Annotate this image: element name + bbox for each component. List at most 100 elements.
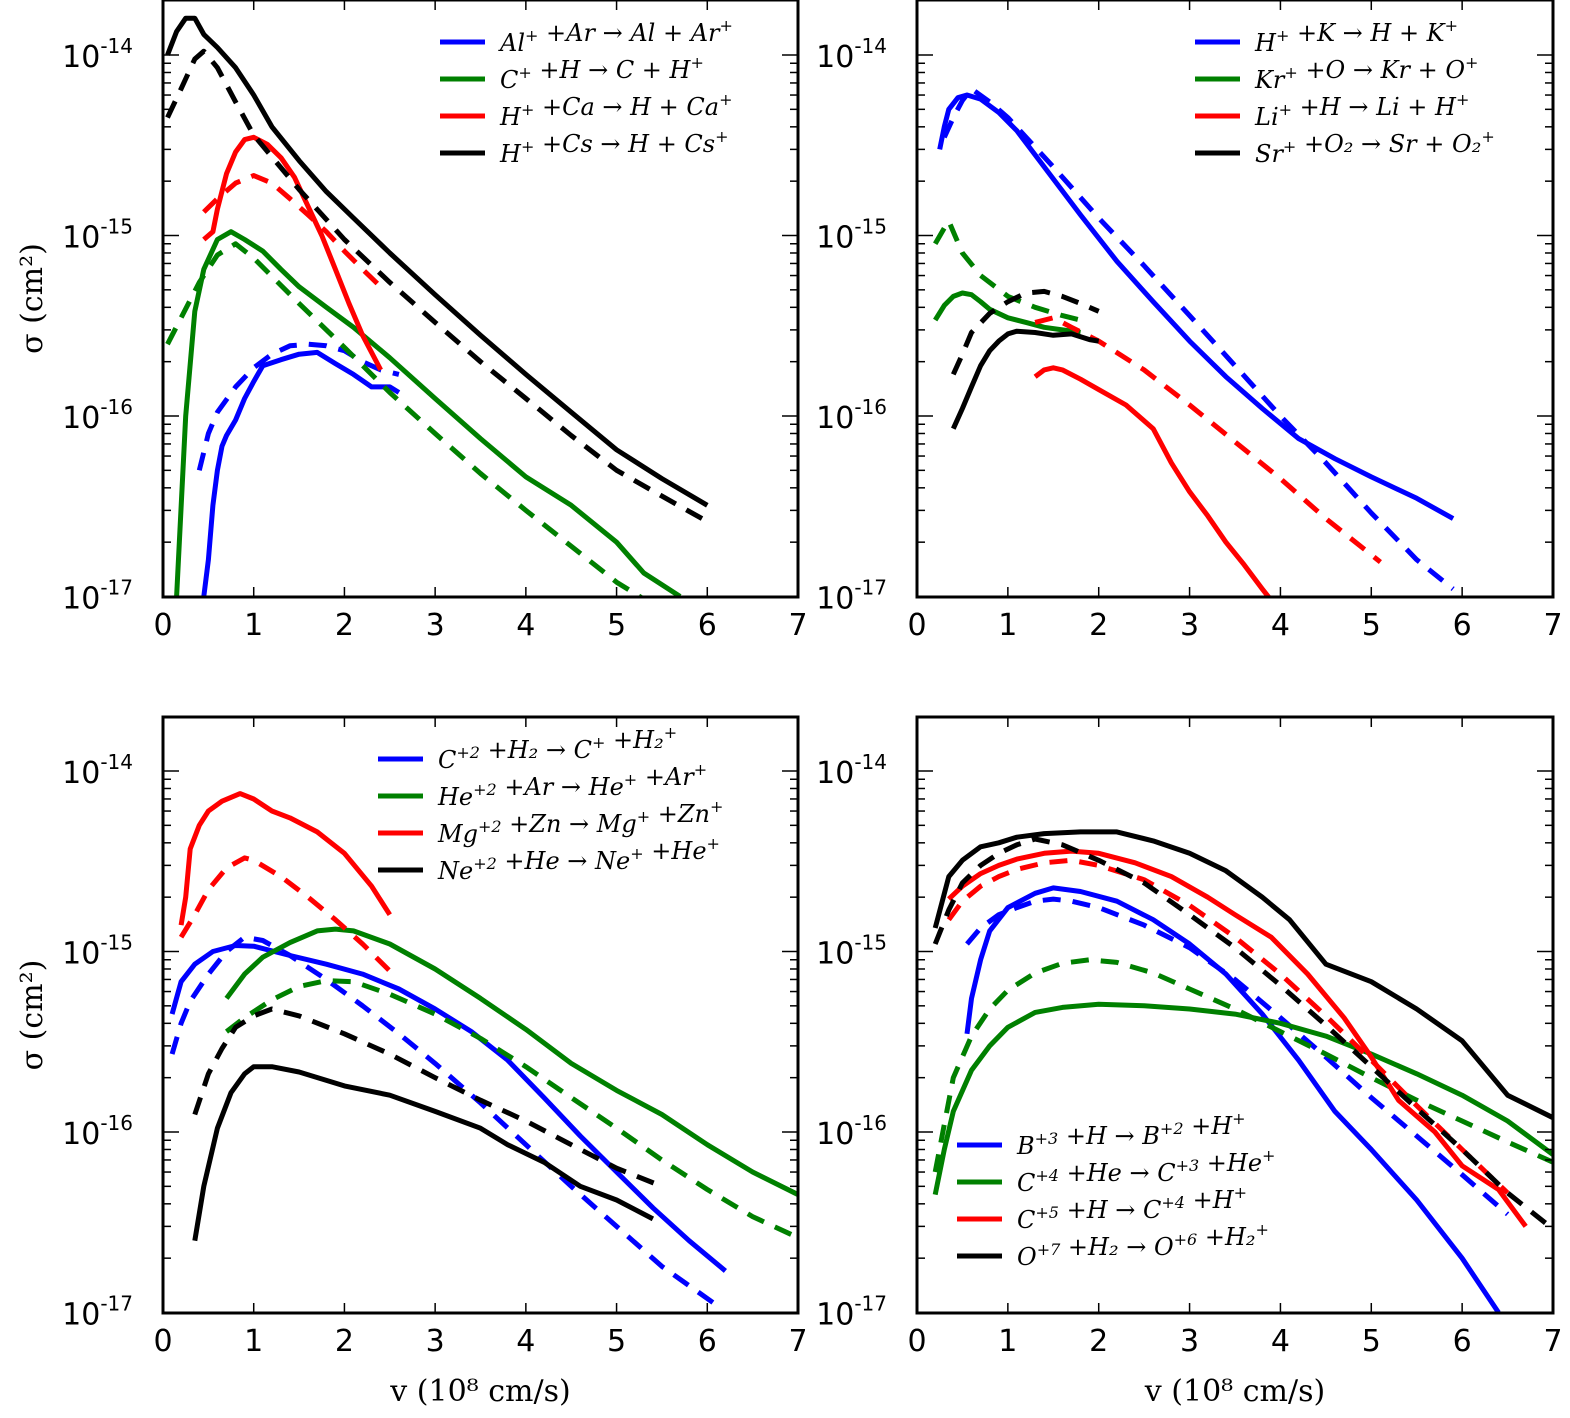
series-line-black-solid	[165, 15, 709, 508]
x-axis-label: v (10⁸ cm/s)	[1144, 1374, 1325, 1409]
x-tick-label: 3	[426, 1324, 445, 1359]
legend-entry: B+3 +H → B+2 +H+	[1016, 1109, 1246, 1160]
legend: H+ +K → H + K+Kr+ +O → Kr + O+Li+ +H → L…	[1195, 16, 1495, 168]
legend-entry: Mg+2 +Zn → Mg+ +Zn+	[437, 797, 723, 848]
x-tick-label: 3	[1180, 1324, 1199, 1359]
series-line-blue-solid	[201, 349, 401, 597]
x-tick-label: 7	[788, 608, 807, 643]
legend-entry: C+ +H → C + H+	[500, 53, 704, 94]
x-tick-label: 2	[1089, 608, 1108, 643]
x-tick-label: 0	[907, 608, 926, 643]
y-tick-label: 10-16	[816, 1111, 887, 1152]
x-tick-label: 4	[1271, 1324, 1290, 1359]
series-line-blue-dashed	[965, 896, 1510, 1217]
series-group	[933, 86, 1455, 597]
x-tick-label: 5	[607, 1324, 626, 1359]
legend-entry: C+4 +He → C+3 +He+	[1017, 1146, 1275, 1197]
x-tick-label: 6	[1453, 1324, 1472, 1359]
series-line-red-dashed	[1034, 315, 1382, 565]
panel-top-left: 0 1 2 3 4 5 6 7 10-14 10-15 10-16 10-17 σ (cm²) Al+ +…	[15, 0, 808, 643]
legend: Al+ +Ar → Al + Ar+C+ +H → C + H+H+ +Ca →…	[440, 16, 733, 168]
series-line-blue-dashed	[169, 934, 718, 1308]
y-tick-label: 10-15	[62, 931, 133, 972]
legend-entry: He+2 +Ar → He+ +Ar+	[437, 760, 707, 811]
series-line-black-solid	[192, 1064, 655, 1242]
y-tick-label: 10-17	[816, 576, 887, 617]
series-line-green-dashed	[165, 241, 646, 597]
series-line-blue-solid	[964, 885, 1501, 1313]
series-line-black-dashed	[932, 836, 1553, 1231]
x-tick-label: 5	[1362, 608, 1381, 643]
series-line-green-solid	[932, 1001, 1553, 1196]
x-tick-label: 0	[907, 1324, 926, 1359]
x-tick-label: 5	[1362, 1324, 1381, 1359]
y-axis-label: σ (cm²)	[15, 243, 50, 354]
legend: B+3 +H → B+2 +H+C+4 +He → C+3 +He+C+5 +H…	[957, 1109, 1275, 1271]
y-tick-label: 10-17	[62, 1292, 133, 1333]
series-line-green-solid	[224, 926, 798, 1197]
axes-frame	[915, 0, 1555, 599]
legend-entry: C+5 +H → C+4 +H+	[1017, 1183, 1247, 1234]
axes-frame	[161, 0, 800, 599]
x-tick-label: 1	[244, 608, 263, 643]
y-tick-label: 10-17	[816, 1292, 887, 1333]
legend-entry: Sr+ +O₂ → Sr + O₂+	[1255, 127, 1495, 168]
series-line-black-dashed	[192, 1006, 663, 1189]
panel-top-right: 0 1 2 3 4 5 6 7 10-14 10-15 10-16 10-17 H+ +K → H + …	[816, 0, 1563, 643]
x-tick-label: 2	[1089, 1324, 1108, 1359]
x-tick-label: 1	[244, 1324, 263, 1359]
x-tick-label: 7	[1543, 1324, 1562, 1359]
x-tick-label: 2	[335, 608, 354, 643]
series-line-red-solid	[1033, 365, 1272, 597]
series-line-green-dashed	[932, 957, 1553, 1173]
y-tick-label: 10-14	[816, 750, 887, 791]
series-line-blue-solid	[169, 943, 727, 1273]
panel-bottom-right: 0 1 2 3 4 5 6 7 10-14 10-15 10-16 10-17 v (10⁸ cm/s)…	[816, 715, 1563, 1409]
x-tick-label: 5	[607, 608, 626, 643]
panel-bottom-left: 0 1 2 3 4 5 6 7 10-14 10-15 10-16 10-17 σ (cm²) v (10…	[15, 715, 808, 1409]
series-line-red-solid	[947, 848, 1528, 1228]
series-line-black-dashed	[165, 48, 709, 524]
y-tick-label: 10-17	[62, 576, 133, 617]
legend-entry: H+ +Ca → H + Ca+	[499, 90, 733, 131]
legend-entry: O+7 +H₂ → O+6 +H₂+	[1017, 1220, 1269, 1271]
x-tick-label: 1	[998, 1324, 1017, 1359]
x-tick-label: 0	[153, 608, 172, 643]
series-line-blue-dashed	[942, 86, 1455, 591]
axes-frame	[915, 715, 1555, 1315]
y-tick-label: 10-14	[62, 750, 133, 791]
series-line-red-dashed	[178, 855, 392, 973]
x-tick-label: 4	[516, 1324, 535, 1359]
y-axis-label: σ (cm²)	[15, 960, 50, 1071]
x-tick-label: 3	[1180, 608, 1199, 643]
x-tick-label: 7	[1543, 608, 1562, 643]
x-tick-label: 4	[1271, 608, 1290, 643]
series-line-blue-solid	[937, 92, 1455, 521]
series-line-red-solid	[202, 134, 383, 372]
legend-entry: Al+ +Ar → Al + Ar+	[498, 16, 733, 57]
y-tick-label: 10-16	[62, 1111, 133, 1152]
y-tick-label: 10-15	[816, 931, 887, 972]
series-line-red-dashed	[946, 857, 1510, 1195]
legend-entry: C+2 +H₂ → C+ +H₂+	[438, 723, 677, 774]
series-line-black-solid	[932, 829, 1553, 1120]
axes-frame	[161, 715, 800, 1315]
legend-entry: Ne+2 +He → Ne+ +He+	[437, 834, 720, 885]
y-tick-label: 10-14	[62, 34, 133, 75]
x-tick-label: 3	[426, 608, 445, 643]
y-tick-label: 10-14	[816, 34, 887, 75]
y-tick-label: 10-16	[816, 395, 887, 436]
legend-entry: H+ +Cs → H + Cs+	[499, 127, 729, 168]
legend-entry: H+ +K → H + K+	[1254, 16, 1458, 57]
legend: C+2 +H₂ → C+ +H₂+He+2 +Ar → He+ +Ar+Mg+2…	[378, 723, 723, 885]
x-tick-label: 7	[788, 1324, 807, 1359]
series-group	[165, 15, 709, 597]
series-line-green-dashed	[224, 978, 798, 1240]
series-group	[169, 791, 798, 1308]
series-line-black-solid	[951, 328, 1100, 430]
x-tick-label: 6	[1453, 608, 1472, 643]
x-tick-label: 6	[698, 608, 717, 643]
x-tick-label: 6	[698, 1324, 717, 1359]
x-tick-label: 4	[516, 608, 535, 643]
